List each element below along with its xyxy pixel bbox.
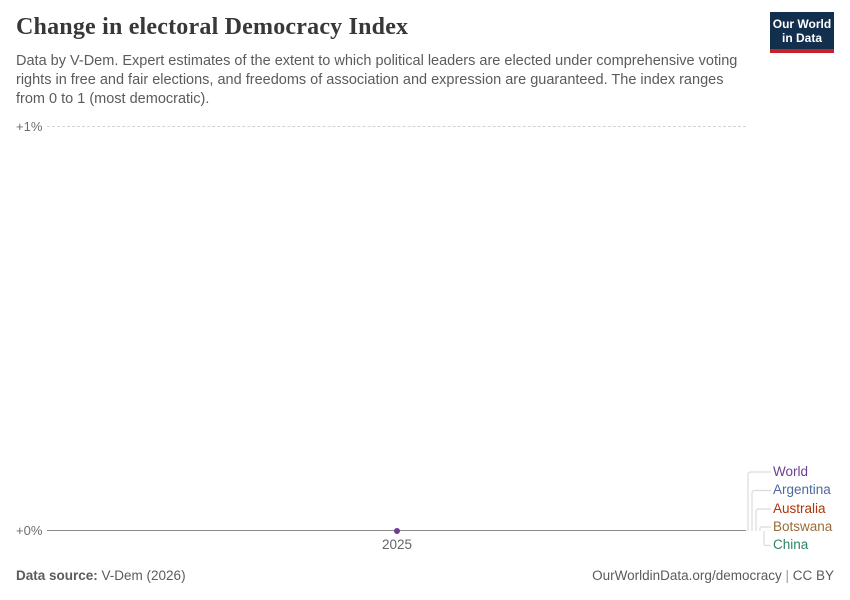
attribution-link[interactable]: OurWorldinData.org/democracy <box>592 568 782 583</box>
data-source-note: Data source: V-Dem (2026) <box>16 568 186 583</box>
chart-subtitle: Data by V-Dem. Expert estimates of the e… <box>16 53 738 107</box>
data-source-label: Data source: <box>16 568 98 583</box>
series-label-botswana[interactable]: Botswana <box>773 519 833 534</box>
license-label[interactable]: CC BY <box>792 568 834 583</box>
series-label-australia[interactable]: Australia <box>773 501 826 516</box>
y-axis-tick-plus0: +0% <box>16 523 43 538</box>
gridline-plus1 <box>47 126 746 127</box>
x-axis-tick-2025: 2025 <box>381 537 413 552</box>
series-label-argentina[interactable]: Argentina <box>773 482 831 497</box>
owid-logo: Our World in Data <box>770 12 834 53</box>
series-label-connectors <box>747 471 771 547</box>
owid-logo-line1: Our World <box>772 17 832 31</box>
series-label-china[interactable]: China <box>773 537 809 552</box>
y-axis-tick-plus1: +1% <box>16 119 43 134</box>
owid-logo-line2: in Data <box>781 31 822 45</box>
chart-footer: Data source: V-Dem (2026) OurWorldinData… <box>16 568 834 583</box>
attribution: OurWorldinData.org/democracy | CC BY <box>592 568 834 583</box>
attribution-separator: | <box>781 568 793 583</box>
page-title: Change in electoral Democracy Index <box>16 14 409 40</box>
data-point-marker <box>394 528 400 534</box>
series-label-world[interactable]: World <box>773 464 809 479</box>
data-source-value[interactable]: V-Dem (2026) <box>97 568 186 583</box>
